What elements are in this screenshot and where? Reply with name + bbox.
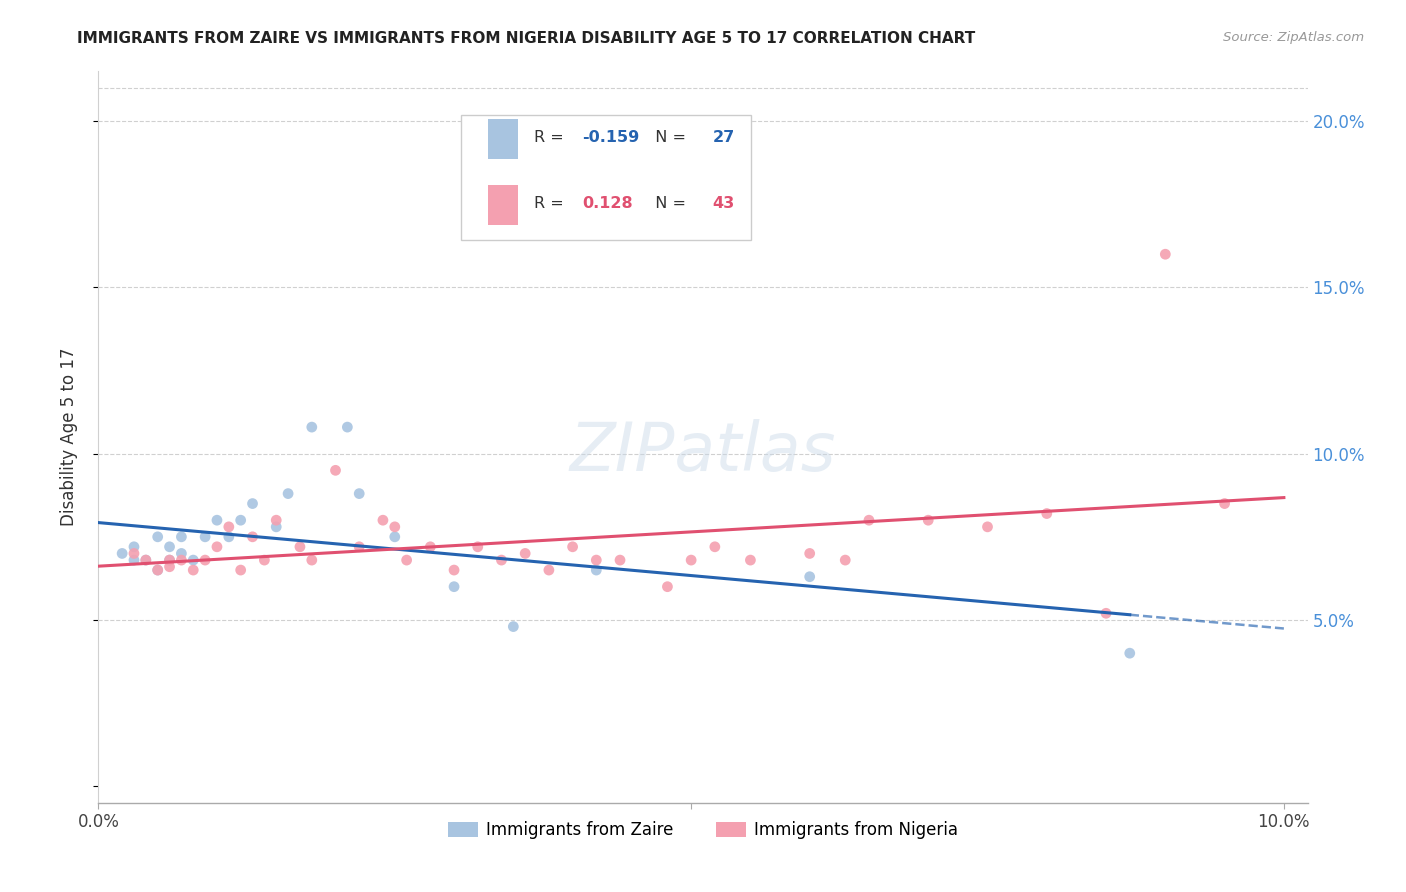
Point (681, 553, 703, 567)
Point (159, 553, 181, 567)
Point (443, 563, 465, 577)
Point (253, 553, 276, 567)
Bar (488, 119, 517, 159)
Text: -0.159: -0.159 (582, 129, 640, 145)
Point (467, 540, 489, 554)
Point (561, 540, 583, 554)
Point (242, 497, 264, 511)
Point (347, 540, 370, 554)
Point (194, 530, 217, 544)
Point (336, 420, 359, 434)
Point (537, 563, 560, 577)
Point (159, 553, 181, 567)
Point (1036, 507, 1059, 521)
Point (122, 546, 145, 560)
Text: IMMIGRANTS FROM ZAIRE VS IMMIGRANTS FROM NIGERIA DISABILITY AGE 5 TO 17 CORRELAT: IMMIGRANTS FROM ZAIRE VS IMMIGRANTS FROM… (77, 31, 976, 46)
Point (799, 570, 821, 584)
Point (264, 513, 287, 527)
Point (229, 563, 252, 577)
Point (135, 553, 157, 567)
Point (135, 553, 157, 567)
Point (657, 580, 679, 594)
Point (146, 563, 169, 577)
Point (976, 520, 998, 534)
Point (502, 619, 524, 633)
Point (170, 553, 193, 567)
Point (834, 553, 856, 567)
Point (325, 463, 347, 477)
Point (122, 553, 145, 567)
Point (419, 540, 441, 554)
Point (170, 546, 193, 560)
Point (205, 513, 228, 527)
Point (229, 513, 252, 527)
Point (703, 540, 725, 554)
Point (159, 559, 181, 574)
Text: R =: R = (534, 195, 574, 211)
Text: N =: N = (645, 129, 692, 145)
Point (443, 580, 465, 594)
Point (181, 553, 204, 567)
Point (146, 563, 169, 577)
Text: Source: ZipAtlas.com: Source: ZipAtlas.com (1223, 31, 1364, 45)
Point (170, 530, 193, 544)
Point (1154, 247, 1177, 261)
Text: N =: N = (645, 195, 692, 211)
Point (122, 540, 145, 554)
Point (146, 530, 169, 544)
Point (384, 530, 406, 544)
Point (858, 513, 880, 527)
Point (347, 486, 370, 500)
Text: R =: R = (534, 129, 568, 145)
Point (917, 513, 939, 527)
Point (384, 520, 406, 534)
Point (585, 553, 607, 567)
Text: 0.128: 0.128 (582, 195, 633, 211)
Point (111, 546, 134, 560)
Point (277, 486, 299, 500)
Text: ZIPatlas: ZIPatlas (569, 418, 837, 484)
Point (181, 563, 204, 577)
Point (264, 520, 287, 534)
Point (205, 540, 228, 554)
Point (242, 530, 264, 544)
Point (609, 553, 631, 567)
Point (585, 563, 607, 577)
Text: 43: 43 (713, 195, 735, 211)
Point (159, 540, 181, 554)
Point (218, 520, 240, 534)
Point (218, 530, 240, 544)
Point (799, 546, 821, 560)
Point (301, 420, 323, 434)
Y-axis label: Disability Age 5 to 17: Disability Age 5 to 17 (59, 348, 77, 526)
Text: 27: 27 (713, 129, 735, 145)
Point (740, 553, 762, 567)
Point (515, 546, 537, 560)
Point (1095, 607, 1118, 621)
FancyBboxPatch shape (461, 115, 751, 240)
Bar (488, 185, 517, 225)
Point (301, 553, 323, 567)
Point (371, 513, 394, 527)
Legend: Immigrants from Zaire, Immigrants from Nigeria: Immigrants from Zaire, Immigrants from N… (441, 814, 965, 846)
Point (491, 553, 513, 567)
Point (288, 540, 311, 554)
Point (194, 553, 217, 567)
Point (1213, 497, 1236, 511)
Point (1119, 646, 1142, 660)
Point (395, 553, 418, 567)
